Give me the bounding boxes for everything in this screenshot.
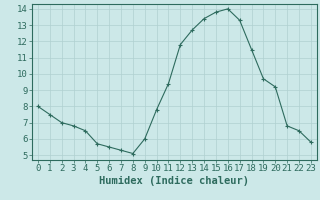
X-axis label: Humidex (Indice chaleur): Humidex (Indice chaleur)	[100, 176, 249, 186]
